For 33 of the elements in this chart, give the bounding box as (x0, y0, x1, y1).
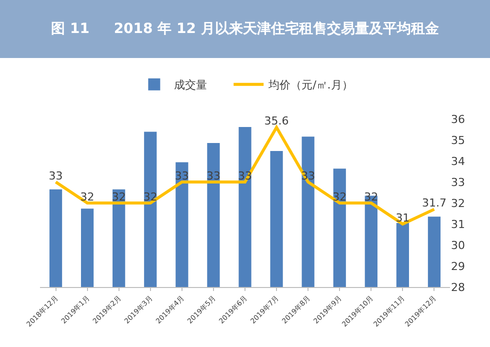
bar (144, 132, 157, 287)
y-tick-label: 30 (451, 238, 465, 252)
legend-label: 均价（元/㎡.月） (268, 78, 353, 92)
data-label: 35.6 (264, 114, 289, 128)
data-label: 33 (174, 169, 189, 182)
bar (333, 168, 346, 287)
y-tick-label: 28 (451, 280, 465, 294)
y-tick-label: 32 (451, 196, 465, 210)
data-label: 33 (48, 169, 63, 182)
bar (49, 189, 62, 287)
bar (176, 162, 188, 287)
legend-label: 成交量 (174, 78, 208, 92)
bar (428, 216, 441, 287)
bar (396, 223, 409, 287)
bar (112, 189, 126, 287)
data-label: 32 (112, 190, 126, 204)
bar (207, 143, 220, 287)
data-label: 31.7 (422, 196, 446, 210)
data-label: 32 (80, 190, 94, 204)
y-tick-label: 33 (451, 176, 465, 189)
y-tick-label: 29 (451, 260, 465, 273)
bar (270, 151, 283, 287)
bar (302, 136, 314, 287)
chart-title: 图 11 2018 年 12 月以来天津住宅租售交易量及平均租金 (0, 0, 490, 58)
y-tick-label: 36 (451, 112, 465, 126)
y-tick-label: 34 (451, 154, 465, 168)
bar (81, 208, 94, 287)
data-label: 31 (396, 211, 410, 224)
bar (238, 127, 252, 287)
data-label: 32 (332, 190, 347, 204)
y-tick-label: 31 (451, 218, 465, 231)
data-label: 32 (143, 190, 158, 204)
y-tick-label: 35 (451, 134, 465, 147)
